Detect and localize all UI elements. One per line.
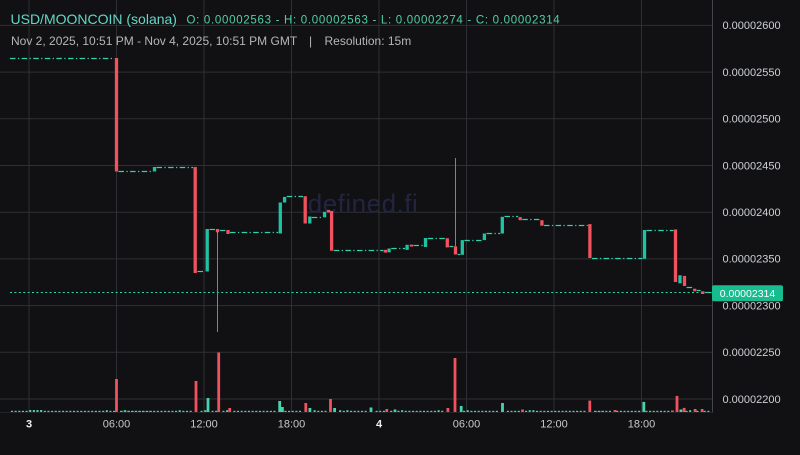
svg-text:0.00002400: 0.00002400 [723, 207, 781, 219]
svg-text:0.00002314: 0.00002314 [720, 288, 776, 300]
svg-text:18:00: 18:00 [278, 419, 306, 431]
svg-text:06:00: 06:00 [103, 419, 131, 431]
svg-text:06:00: 06:00 [453, 419, 481, 431]
svg-text:0.00002500: 0.00002500 [723, 114, 781, 126]
svg-text:Resolution: 15m: Resolution: 15m [325, 34, 412, 48]
svg-text:0.00002200: 0.00002200 [723, 394, 781, 406]
svg-text:0.00002550: 0.00002550 [723, 67, 781, 79]
svg-text:3: 3 [26, 419, 32, 431]
svg-text:4: 4 [376, 419, 383, 431]
svg-text:USD/MOONCOIN (solana): USD/MOONCOIN (solana) [11, 11, 177, 27]
svg-text:O: 0.00002563 - H: 0.00002563: O: 0.00002563 - H: 0.00002563 - L: 0.000… [187, 14, 561, 26]
svg-text:0.00002450: 0.00002450 [723, 160, 781, 172]
svg-text:Nov 2, 2025, 10:51 PM - Nov 4,: Nov 2, 2025, 10:51 PM - Nov 4, 2025, 10:… [11, 34, 298, 48]
svg-text:0.00002250: 0.00002250 [723, 347, 781, 359]
svg-text:0.00002300: 0.00002300 [723, 300, 781, 312]
svg-text:0.00002600: 0.00002600 [723, 20, 781, 32]
svg-text:18:00: 18:00 [628, 419, 656, 431]
svg-text:0.00002350: 0.00002350 [723, 254, 781, 266]
svg-text:12:00: 12:00 [190, 419, 218, 431]
svg-text:12:00: 12:00 [540, 419, 568, 431]
svg-text:|: | [309, 34, 312, 48]
